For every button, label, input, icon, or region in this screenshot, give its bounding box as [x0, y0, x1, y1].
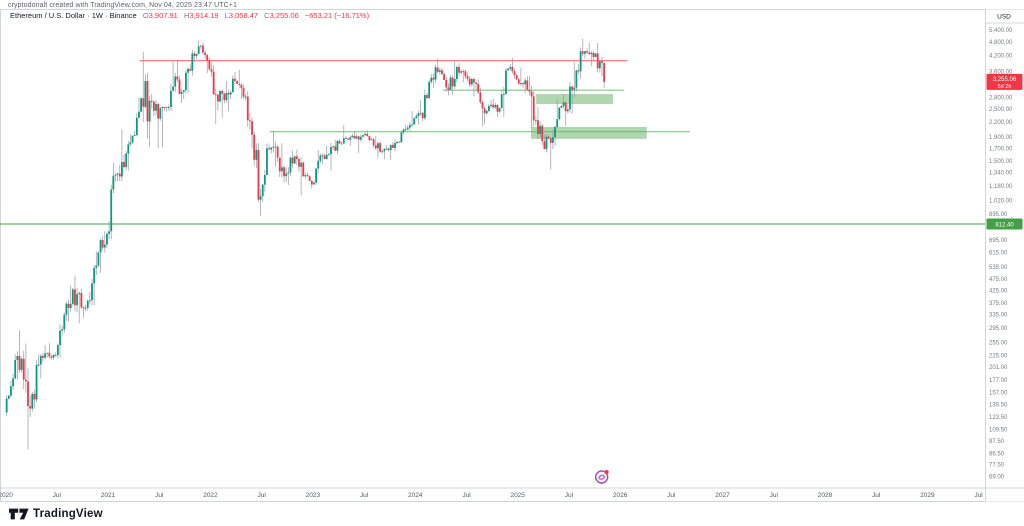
open-value: 3,907.91	[148, 11, 178, 20]
time-tick-label: Jul	[462, 492, 471, 499]
time-tick-label: Jul	[667, 492, 676, 499]
footer-bar: TradingView	[0, 502, 1024, 526]
high-label: H	[183, 11, 190, 20]
price-axis[interactable]: USD 5,400.00 4,800.00 4,200.00 3,600.00 2,800…	[985, 9, 1024, 502]
zones[interactable]	[531, 94, 647, 139]
price-tick-label: 2,200.00	[989, 120, 1013, 126]
price-tick-label: 201.00	[989, 365, 1008, 371]
price-tick-label: 177.00	[989, 378, 1008, 384]
level-lines[interactable]	[139, 60, 690, 133]
time-tick-label: Jul	[770, 492, 779, 499]
price-tick-label: 1,020.00	[989, 199, 1013, 205]
price-tick-label: 255.00	[989, 341, 1008, 347]
tradingview-logo-text: TradingView	[33, 508, 103, 520]
time-tick-label: 2025	[510, 492, 525, 499]
attribution-text: cryptodonalt created with TradingView.co…	[8, 2, 237, 9]
alert-price-label[interactable]: 812.40	[986, 218, 1023, 230]
price-tick-label: 77.50	[989, 463, 1005, 469]
time-tick-label: Jul	[872, 492, 881, 499]
open-label: O	[142, 11, 149, 20]
tradingview-logo[interactable]: TradingView	[9, 507, 103, 521]
price-tick-label: 1,340.00	[989, 171, 1013, 177]
time-tick-label: Jul	[257, 492, 266, 499]
time-tick-label: Jul	[360, 492, 369, 499]
svg-text:3,255.06: 3,255.06	[993, 77, 1017, 83]
time-tick-label: 2026	[613, 492, 628, 499]
demand-zone-lower[interactable]	[531, 126, 647, 139]
time-tick-label: 2020	[0, 492, 13, 499]
price-tick-label: 123.50	[989, 415, 1008, 421]
price-tick-label: 1,500.00	[989, 159, 1013, 165]
candles-series[interactable]	[5, 38, 606, 450]
price-tick-label: 139.50	[989, 402, 1008, 408]
time-tick-label: Jul	[565, 492, 574, 499]
time-tick-label: 2021	[101, 492, 116, 499]
price-tick-label: 5,400.00	[989, 28, 1013, 34]
price-tick-label: 109.50	[989, 427, 1008, 433]
time-tick-label: 2024	[408, 492, 423, 499]
price-tick-label: 2,800.00	[989, 95, 1013, 101]
time-axis[interactable]: 2020 Jul 2021 Jul 2022 Jul 2023 Jul 2024 Jul 2025 J…	[0, 487, 1024, 499]
close-value: 3,255.06	[269, 11, 299, 20]
symbol-legend[interactable]: Ethereum / U.S. Dollar · 1W · Binance O3…	[10, 11, 369, 20]
chart-frame	[0, 9, 1024, 502]
svg-text:5d 2h: 5d 2h	[998, 84, 1012, 90]
dizzy-emoji-marker[interactable]	[594, 470, 609, 484]
price-tick-label: 535.00	[989, 265, 1008, 271]
high-value: 3,914.19	[189, 11, 219, 20]
svg-text:USD: USD	[997, 14, 1011, 21]
price-tick-label: 4,800.00	[989, 40, 1013, 46]
price-tick-label: 3,600.00	[989, 70, 1013, 76]
price-tick-label: 97.50	[989, 439, 1005, 445]
price-tick-label: 475.00	[989, 277, 1008, 283]
time-tick-label: 2029	[920, 492, 935, 499]
price-tick-label: 615.00	[989, 251, 1008, 257]
tradingview-logo-icon	[9, 508, 29, 520]
low-label: L	[224, 11, 229, 20]
price-tick-label: 335.00	[989, 313, 1008, 319]
price-tick-label: 695.00	[989, 238, 1008, 244]
price-tick-label: 375.00	[989, 301, 1008, 307]
time-tick-label: 2022	[203, 492, 218, 499]
symbol-title: Ethereum / U.S. Dollar · 1W · Binance	[10, 11, 137, 20]
time-tick-label: 2028	[818, 492, 833, 499]
price-tick-label: 1,900.00	[989, 135, 1013, 141]
price-tick-label: 895.00	[989, 212, 1008, 218]
price-tick-label: 69.00	[989, 475, 1005, 481]
price-tick-label: 4,200.00	[989, 54, 1013, 60]
time-tick-label: Jul	[974, 492, 983, 499]
low-value: 3,058.47	[228, 11, 259, 20]
close-label: C	[264, 11, 270, 20]
price-tick-label: 425.00	[989, 288, 1008, 294]
time-tick-label: Jul	[155, 492, 164, 499]
svg-text:812.40: 812.40	[995, 223, 1014, 229]
price-tick-label: 225.00	[989, 354, 1008, 360]
demand-zone-upper[interactable]	[536, 94, 613, 105]
time-tick-label: 2027	[715, 492, 730, 499]
time-tick-label: Jul	[53, 492, 62, 499]
price-tick-label: 2,500.00	[989, 107, 1013, 113]
time-tick-label: 2023	[306, 492, 321, 499]
price-tick-label: 295.00	[989, 326, 1008, 332]
price-tick-label: 86.50	[989, 451, 1005, 457]
price-tick-label: 1,180.00	[989, 184, 1013, 190]
price-tick-label: 157.00	[989, 390, 1008, 396]
price-tick-label: 1,700.00	[989, 146, 1013, 152]
change-value: −653.21 (−16.71%)	[304, 11, 370, 20]
